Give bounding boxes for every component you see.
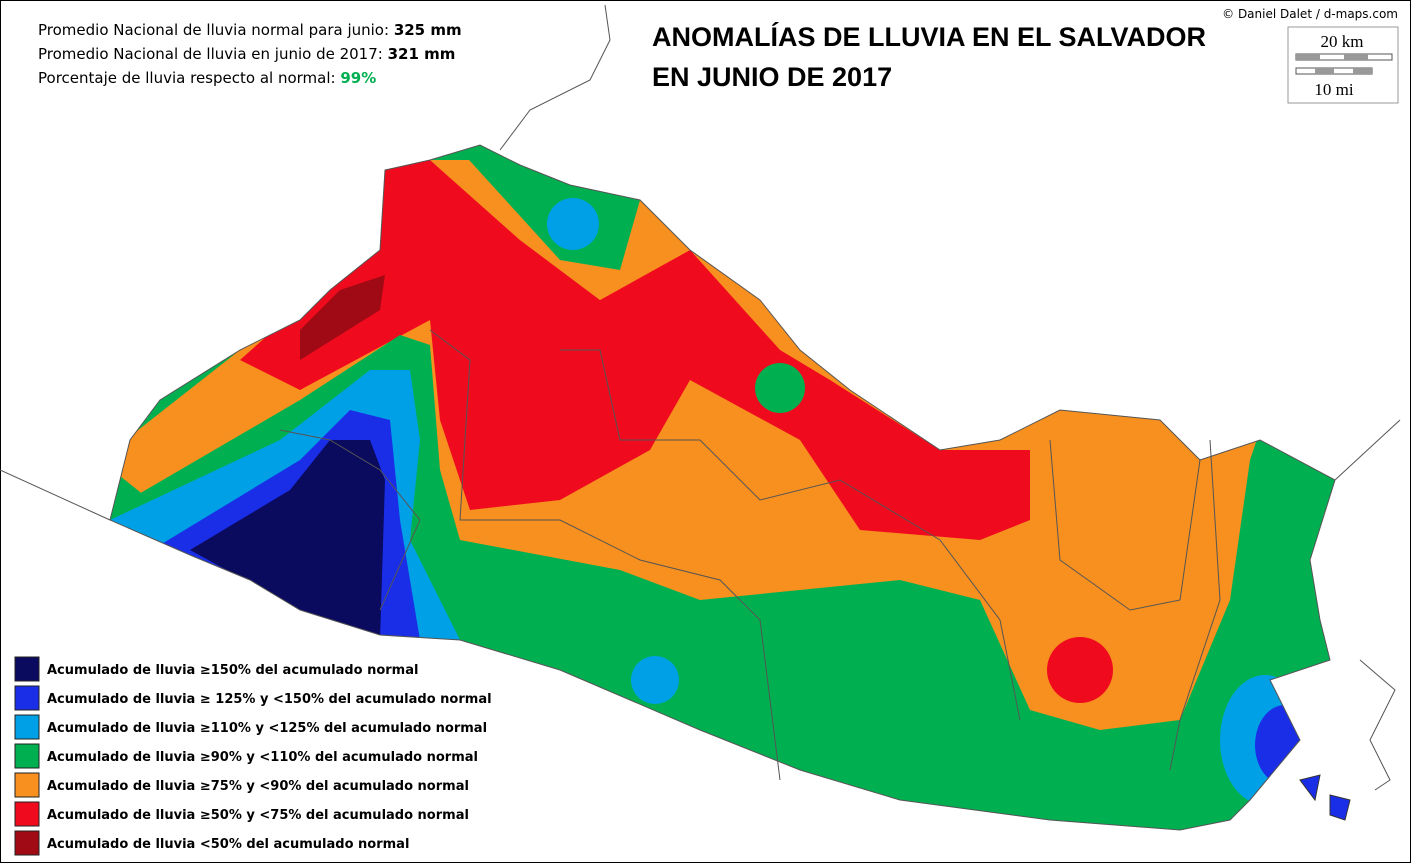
legend-swatch — [14, 743, 40, 769]
islands — [1299, 774, 1351, 821]
legend: Acumulado de lluvia ≥150% del acumulado … — [14, 656, 492, 856]
scale-bar: 20 km 10 mi — [1287, 26, 1399, 104]
stat-value: 325 mm — [394, 21, 462, 39]
stat-label: Porcentaje de lluvia respecto al normal: — [38, 69, 336, 87]
title: EN JUNIO DE 2017 — [652, 62, 892, 92]
department-borders — [279, 329, 1221, 781]
legend-label: Acumulado de lluvia ≥75% y <90% del acum… — [47, 779, 469, 794]
legend-label: Acumulado de lluvia ≥ 125% y <150% del a… — [47, 692, 492, 707]
legend-swatch — [14, 685, 40, 711]
stat-value: 99% — [340, 69, 376, 87]
credit: © Daniel Dalet / d-maps.com — [1222, 7, 1398, 21]
title: ANOMALÍAS DE LLUVIA EN EL SALVADOR — [652, 21, 1206, 52]
legend-swatch — [14, 801, 40, 827]
stat-line: Porcentaje de lluvia respecto al normal:… — [38, 69, 376, 87]
legend-swatch — [14, 656, 40, 682]
legend-swatch — [14, 772, 40, 798]
legend-label: Acumulado de lluvia <50% del acumulado n… — [47, 837, 409, 852]
scale-mi: 10 mi — [1314, 80, 1353, 99]
legend-label: Acumulado de lluvia ≥150% del acumulado … — [47, 663, 418, 678]
scale-km: 20 km — [1321, 32, 1364, 51]
stat-label: Promedio Nacional de lluvia en junio de … — [38, 45, 383, 63]
stat-label: Promedio Nacional de lluvia normal para … — [38, 21, 389, 39]
stat-line: Promedio Nacional de lluvia normal para … — [38, 21, 462, 39]
stat-value: 321 mm — [388, 45, 456, 63]
legend-label: Acumulado de lluvia ≥50% y <75% del acum… — [47, 808, 469, 823]
legend-swatch — [14, 830, 40, 856]
legend-swatch — [14, 714, 40, 740]
stat-line: Promedio Nacional de lluvia en junio de … — [38, 45, 455, 63]
legend-label: Acumulado de lluvia ≥110% y <125% del ac… — [47, 721, 487, 736]
legend-label: Acumulado de lluvia ≥90% y <110% del acu… — [47, 750, 478, 765]
neighbor-borders — [0, 4, 1401, 791]
